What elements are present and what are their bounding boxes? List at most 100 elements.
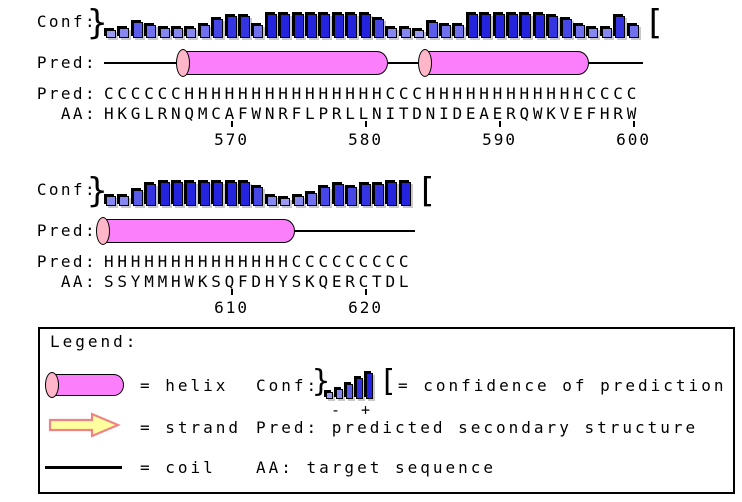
legend-confidence-start-bracket: }: [312, 364, 331, 399]
legend-conf-label: Conf:: [256, 376, 320, 395]
pred-row-label: Pred:: [36, 252, 97, 271]
confidence-bar: [146, 184, 157, 206]
position-tick: [498, 121, 501, 127]
confidence-bar: [280, 198, 291, 206]
legend-title: Legend:: [50, 332, 139, 351]
confidence-bar: [132, 190, 143, 206]
helix-cylinder: [52, 374, 124, 396]
pred-row-label: Pred:: [36, 84, 97, 103]
pred-cartoon-row-label: Pred:: [36, 53, 97, 72]
helix-cylinder-cap: [45, 372, 59, 398]
confidence-start-bracket: }: [87, 171, 108, 211]
confidence-bar: [173, 27, 183, 38]
confidence-bar: [400, 181, 411, 206]
confidence-bar: [615, 16, 626, 38]
confidence-bar: [253, 187, 264, 206]
confidence-bar: [226, 181, 237, 206]
confidence-bar: [360, 184, 371, 206]
confidence-bar: [253, 24, 264, 38]
legend-confidence-bar: [366, 372, 373, 399]
legend-confidence-bar: [326, 391, 333, 399]
position-tick: [230, 289, 233, 295]
confidence-bar: [173, 181, 183, 206]
confidence-bar: [561, 19, 572, 38]
confidence-start-bracket: }: [87, 3, 108, 43]
strand-icon: [48, 412, 121, 438]
confidence-bar: [548, 16, 559, 38]
confidence-end-bracket: [: [644, 3, 665, 43]
legend-strand-label: = strand: [140, 418, 242, 437]
confidence-bar: [400, 27, 411, 38]
confidence-bar: [307, 192, 317, 206]
position-tick: [364, 121, 367, 127]
confidence-bar: [213, 181, 224, 206]
confidence-bar: [374, 184, 384, 206]
confidence-bar: [186, 181, 197, 206]
helix-cylinder-cap: [417, 49, 432, 77]
confidence-bar: [213, 19, 224, 38]
confidence-bar: [119, 195, 130, 206]
confidence-bar: [494, 13, 505, 38]
confidence-bar: [226, 16, 237, 38]
confidence-bar: [374, 19, 384, 38]
helix-cylinder-cap: [176, 49, 191, 77]
confidence-bar: [508, 13, 518, 38]
pred-cartoon-row-label: Pred:: [36, 221, 97, 240]
confidence-bar: [628, 24, 639, 38]
legend-confidence-bar: [346, 383, 353, 399]
confidence-bar: [159, 27, 170, 38]
conf-row-label: Conf:: [36, 12, 97, 31]
confidence-bar: [240, 181, 250, 206]
confidence-bar: [534, 13, 545, 38]
confidence-bar: [146, 24, 157, 38]
confidence-bar: [333, 184, 344, 206]
confidence-bar: [320, 13, 331, 38]
position-number: 590: [482, 130, 518, 149]
position-tick: [230, 121, 233, 127]
legend-conf-plus: +: [361, 401, 371, 419]
confidence-bar: [186, 27, 197, 38]
confidence-bar: [601, 27, 612, 38]
confidence-bar: [441, 24, 451, 38]
confidence-bar: [293, 195, 304, 206]
conf-row-label: Conf:: [36, 180, 97, 199]
amino-acid-sequence: HKGLRNQMCAFWNRFLPRLLNITDNIDEAERQWKVEFHRW: [104, 104, 641, 123]
legend-coil-label: = coil: [140, 458, 216, 477]
confidence-bar: [280, 13, 291, 38]
legend-confidence-end-bracket: [: [379, 364, 398, 399]
confidence-bar: [266, 13, 277, 38]
confidence-bar: [333, 13, 344, 38]
confidence-bar: [106, 195, 116, 206]
confidence-bar: [588, 27, 599, 38]
legend-pred-desc: Pred: predicted secondary structure: [256, 418, 699, 437]
aa-row-label: AA:: [60, 272, 97, 291]
position-number: 610: [214, 298, 250, 317]
confidence-bar: [159, 181, 170, 206]
legend-box: [38, 327, 735, 494]
confidence-bar: [521, 13, 532, 38]
aa-row-label: AA:: [60, 104, 97, 123]
confidence-bar: [132, 22, 143, 38]
helix-cylinder: [103, 219, 295, 243]
confidence-bar: [320, 187, 331, 206]
position-tick: [364, 289, 367, 295]
confidence-bar: [387, 27, 398, 38]
legend-conf-minus: -: [331, 401, 341, 419]
predicted-structure-sequence: CCCCCCHHHHHHHHHHHHHHHCCCHHHHHHHHHHHHCCCC: [104, 84, 641, 103]
amino-acid-sequence: SSYMMHWKSQFDHYSKQERCTDL: [104, 272, 413, 291]
confidence-bar: [307, 13, 317, 38]
legend-aa-desc: AA: target sequence: [256, 458, 497, 477]
confidence-bar: [454, 24, 465, 38]
legend-helix-label: = helix: [140, 376, 229, 395]
confidence-bar: [106, 30, 116, 38]
confidence-bar: [360, 13, 371, 38]
confidence-end-bracket: [: [416, 171, 437, 211]
helix-cylinder: [424, 51, 590, 75]
confidence-bar: [199, 24, 210, 38]
confidence-bar: [240, 16, 250, 38]
coil-icon: [45, 466, 122, 469]
confidence-bar: [119, 27, 130, 38]
position-number: 600: [616, 130, 652, 149]
confidence-bar: [414, 30, 425, 38]
